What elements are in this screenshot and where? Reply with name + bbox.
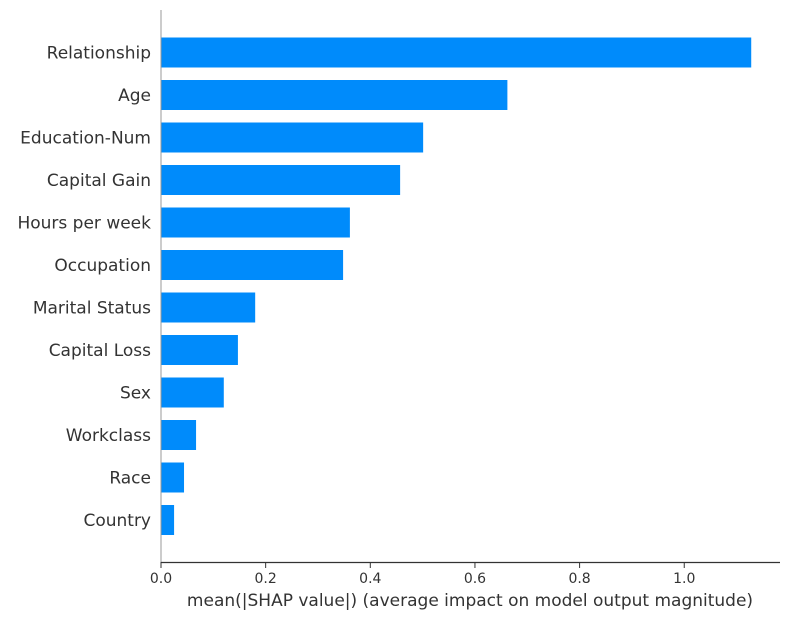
x-tick-label: 0.4 — [359, 571, 381, 587]
bar-occupation — [161, 250, 344, 280]
y-tick-label: Workclass — [66, 426, 151, 446]
x-tick-label: 1.0 — [673, 571, 695, 587]
bar-country — [161, 505, 175, 535]
y-tick-label: Sex — [120, 384, 151, 404]
bar-race — [161, 462, 185, 493]
y-tick-label: Hours per week — [17, 214, 151, 234]
bar-marital-status — [161, 292, 256, 323]
y-tick-label: Relationship — [47, 44, 151, 64]
x-tick-label: 0.0 — [150, 571, 172, 587]
bar-capital-gain — [161, 165, 401, 195]
y-tick-label: Capital Loss — [49, 341, 151, 361]
y-tick-label: Marital Status — [33, 299, 151, 319]
y-tick-label: Capital Gain — [47, 171, 151, 191]
y-tick-label: Education-Num — [20, 129, 151, 149]
bar-sex — [161, 377, 224, 408]
x-axis-label: mean(|SHAP value|) (average impact on mo… — [187, 591, 753, 611]
x-tick-label: 0.8 — [568, 571, 590, 587]
x-tick-label: 0.2 — [255, 571, 277, 587]
bar-relationship — [161, 37, 752, 68]
y-tick-label: Country — [83, 511, 151, 531]
bar-education-num — [161, 122, 424, 153]
bar-capital-loss — [161, 335, 238, 365]
x-tick-label: 0.6 — [464, 571, 486, 587]
bar-workclass — [161, 420, 197, 450]
y-tick-label: Race — [109, 469, 151, 489]
y-tick-label: Occupation — [54, 256, 151, 276]
bar-age — [161, 80, 508, 110]
bar-hours-per-week — [161, 207, 350, 238]
y-tick-label: Age — [118, 86, 151, 106]
